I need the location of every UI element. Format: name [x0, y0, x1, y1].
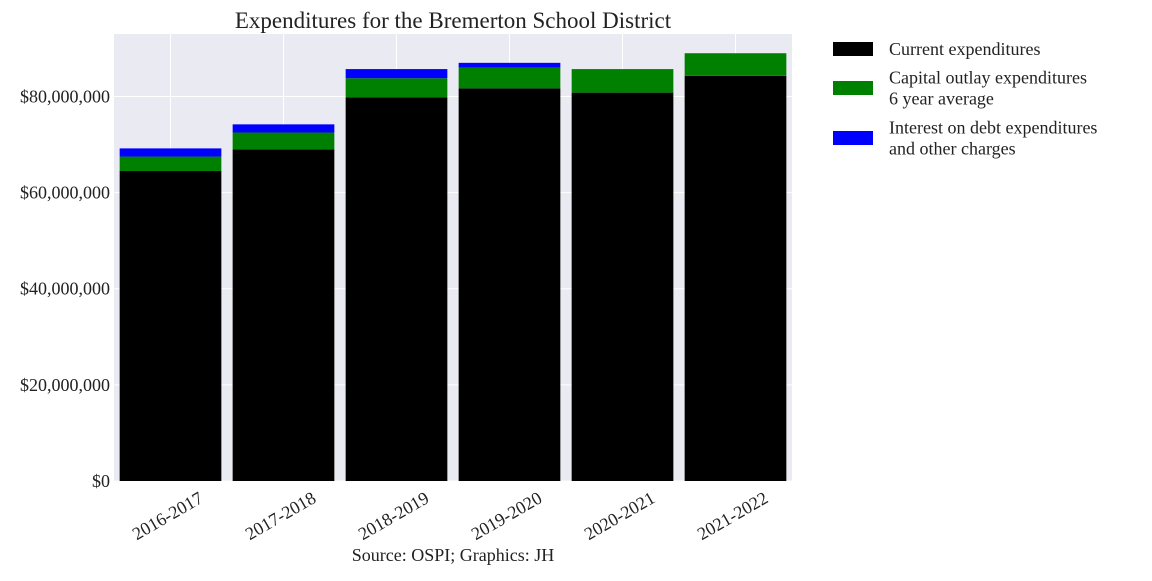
- y-tick-label: $0: [92, 471, 110, 491]
- bar-segment-capital-outlay: [345, 78, 448, 98]
- legend-label: Interest on debt expenditures: [889, 118, 1097, 138]
- bar-segment-interest-debt: [232, 124, 335, 133]
- bar-segment-capital-outlay: [684, 53, 787, 76]
- x-tick-label: 2019-2020: [468, 488, 546, 544]
- bar-segment-current: [458, 88, 561, 482]
- legend-label: Current expenditures: [889, 39, 1040, 59]
- bar-segment-capital-outlay: [119, 156, 222, 171]
- y-axis-ticks: $0 $20,000,000 $40,000,000 $60,000,000 $80,0…: [20, 86, 110, 491]
- chart-title: Expenditures for the Bremerton School Di…: [235, 8, 672, 33]
- x-tick-label: 2020-2021: [581, 488, 659, 544]
- bar-segment-capital-outlay: [571, 69, 674, 93]
- bar-segment-capital-outlay: [232, 132, 335, 150]
- bar-segment-interest-debt: [345, 69, 448, 79]
- bar-segment-current: [571, 92, 674, 482]
- legend-label: and other charges: [889, 139, 1016, 159]
- bar-segment-current: [232, 149, 335, 481]
- x-tick-label: 2016-2017: [129, 488, 207, 544]
- bar-segment-current: [684, 75, 787, 481]
- y-tick-label: $40,000,000: [20, 279, 110, 299]
- bar-segment-current: [119, 170, 222, 481]
- bar-segment-capital-outlay: [458, 67, 561, 89]
- legend: Current expenditures Capital outlay expen…: [833, 39, 1097, 159]
- x-axis-ticks: 2016-2017 2017-2018 2018-2019 2019-2020 2020…: [129, 488, 772, 544]
- bar-segment-interest-debt: [458, 62, 561, 68]
- legend-swatch: [833, 42, 873, 56]
- y-tick-label: $60,000,000: [20, 183, 110, 203]
- legend-label: Capital outlay expenditures: [889, 68, 1087, 88]
- bars: [119, 53, 787, 482]
- legend-label: 6 year average: [889, 89, 994, 109]
- source-caption: Source: OSPI; Graphics: JH: [352, 545, 554, 565]
- x-tick-label: 2017-2018: [242, 488, 320, 544]
- x-tick-label: 2018-2019: [355, 488, 433, 544]
- plot-area: [114, 34, 792, 481]
- bar-segment-interest-debt: [119, 148, 222, 157]
- bar-segment-current: [345, 97, 448, 481]
- y-tick-label: $80,000,000: [20, 86, 110, 106]
- y-tick-label: $20,000,000: [20, 375, 110, 395]
- x-tick-label: 2021-2022: [694, 488, 772, 544]
- legend-swatch: [833, 81, 873, 95]
- legend-swatch: [833, 131, 873, 145]
